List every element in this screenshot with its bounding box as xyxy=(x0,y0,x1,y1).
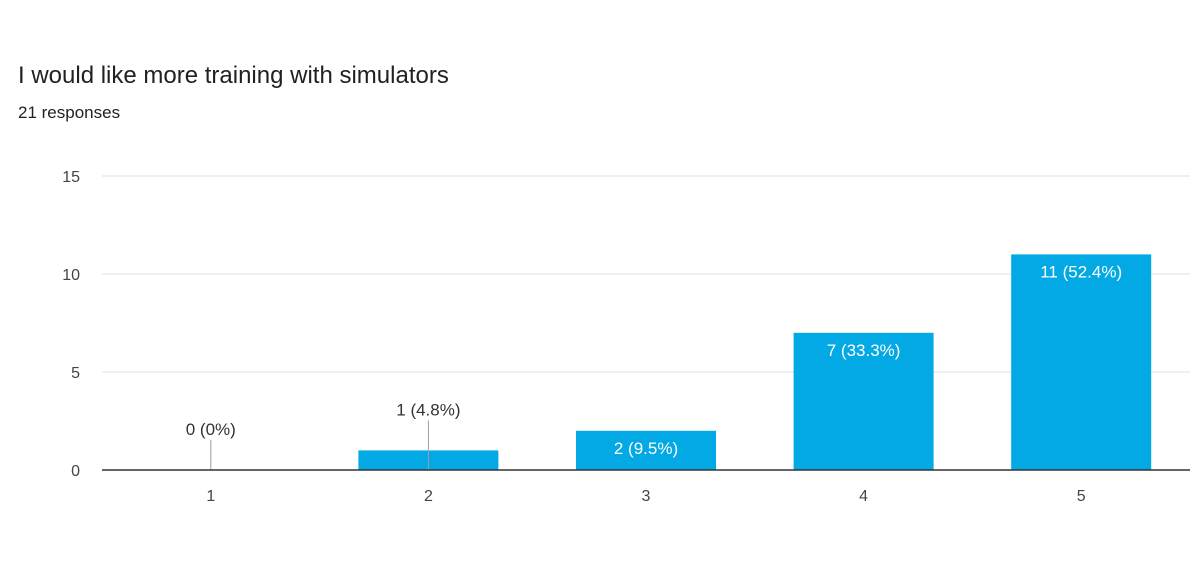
data-labels: 0 (0%) 1 (4.8%) 2 (9.5%) 7 (33.3%) 11 (52.4%… xyxy=(186,262,1122,457)
x-tick-label: 5 xyxy=(1077,488,1086,505)
bar-3 xyxy=(576,430,716,470)
bar-5 xyxy=(1011,254,1152,470)
gridlines xyxy=(102,175,1190,373)
data-label: 7 (33.3%) xyxy=(827,341,901,360)
x-tick-label: 1 xyxy=(206,488,215,505)
y-tick-label: 0 xyxy=(71,463,80,480)
data-label: 0 (0%) xyxy=(186,420,236,439)
x-axis-ticks: 1 2 3 4 5 xyxy=(206,488,1085,505)
data-label: 2 (9.5%) xyxy=(614,439,678,458)
label-leaders xyxy=(210,420,429,470)
response-count: 21 responses xyxy=(18,103,121,122)
y-axis-ticks: 0 5 10 15 xyxy=(62,169,80,480)
chart-title: I would like more training with simulato… xyxy=(18,62,449,89)
x-tick-label: 3 xyxy=(642,488,651,505)
bar-4 xyxy=(793,332,934,470)
bars xyxy=(358,254,1152,470)
x-tick-label: 2 xyxy=(424,488,433,505)
data-label: 1 (4.8%) xyxy=(396,400,460,419)
y-tick-label: 5 xyxy=(71,365,80,382)
y-tick-label: 15 xyxy=(62,169,80,186)
data-label: 11 (52.4%) xyxy=(1040,262,1122,281)
y-tick-label: 10 xyxy=(62,267,80,284)
x-tick-label: 4 xyxy=(859,488,868,505)
